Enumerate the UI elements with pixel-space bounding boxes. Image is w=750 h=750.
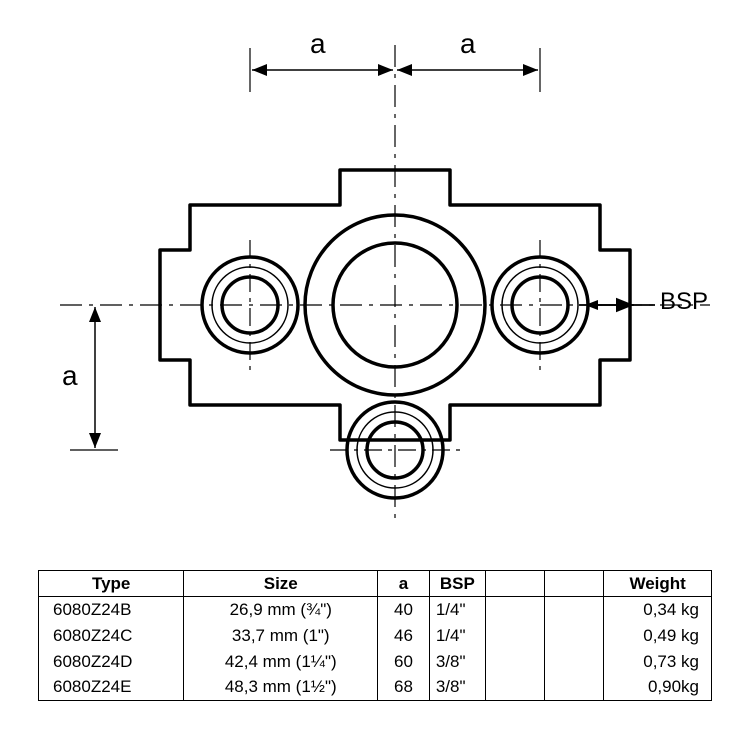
cell-bsp: 1/4": [429, 597, 485, 623]
cell-empty1: [485, 597, 544, 623]
cell-a: 46: [378, 623, 430, 649]
cell-size: 42,4 mm (1¼"): [184, 649, 378, 675]
col-header-type: Type: [39, 571, 184, 597]
cell-empty1: [485, 649, 544, 675]
cell-empty2: [545, 675, 604, 701]
cell-type: 6080Z24D: [39, 649, 184, 675]
cell-size: 48,3 mm (1½"): [184, 675, 378, 701]
dim-label-a-top-right: a: [460, 28, 476, 60]
bsp-label: BSP: [660, 288, 708, 316]
cell-weight: 0,49 kg: [604, 623, 712, 649]
col-header-bsp: BSP: [429, 571, 485, 597]
cell-size: 33,7 mm (1"): [184, 623, 378, 649]
table-row: 6080Z24C 33,7 mm (1") 46 1/4" 0,49 kg: [39, 623, 712, 649]
cell-bsp: 3/8": [429, 649, 485, 675]
cell-weight: 0,90kg: [604, 675, 712, 701]
cell-bsp: 3/8": [429, 675, 485, 701]
cell-empty2: [545, 649, 604, 675]
cell-empty2: [545, 623, 604, 649]
technical-drawing: a a a BSP: [0, 0, 750, 545]
cell-weight: 0,73 kg: [604, 649, 712, 675]
cell-empty1: [485, 675, 544, 701]
cell-a: 40: [378, 597, 430, 623]
cell-weight: 0,34 kg: [604, 597, 712, 623]
cell-empty2: [545, 597, 604, 623]
spec-table: Type Size a BSP Weight 6080Z24B 26,9 mm …: [38, 570, 712, 701]
cell-a: 68: [378, 675, 430, 701]
table-row: 6080Z24D 42,4 mm (1¼") 60 3/8" 0,73 kg: [39, 649, 712, 675]
cell-empty1: [485, 623, 544, 649]
col-header-empty2: [545, 571, 604, 597]
col-header-weight: Weight: [604, 571, 712, 597]
col-header-empty1: [485, 571, 544, 597]
col-header-size: Size: [184, 571, 378, 597]
table-header-row: Type Size a BSP Weight: [39, 571, 712, 597]
dim-label-a-top-left: a: [310, 28, 326, 60]
cell-type: 6080Z24E: [39, 675, 184, 701]
cell-a: 60: [378, 649, 430, 675]
cell-size: 26,9 mm (¾"): [184, 597, 378, 623]
cell-bsp: 1/4": [429, 623, 485, 649]
table-row: 6080Z24E 48,3 mm (1½") 68 3/8" 0,90kg: [39, 675, 712, 701]
cell-type: 6080Z24B: [39, 597, 184, 623]
cell-type: 6080Z24C: [39, 623, 184, 649]
dim-label-a-left: a: [62, 360, 78, 392]
table-row: 6080Z24B 26,9 mm (¾") 40 1/4" 0,34 kg: [39, 597, 712, 623]
col-header-a: a: [378, 571, 430, 597]
